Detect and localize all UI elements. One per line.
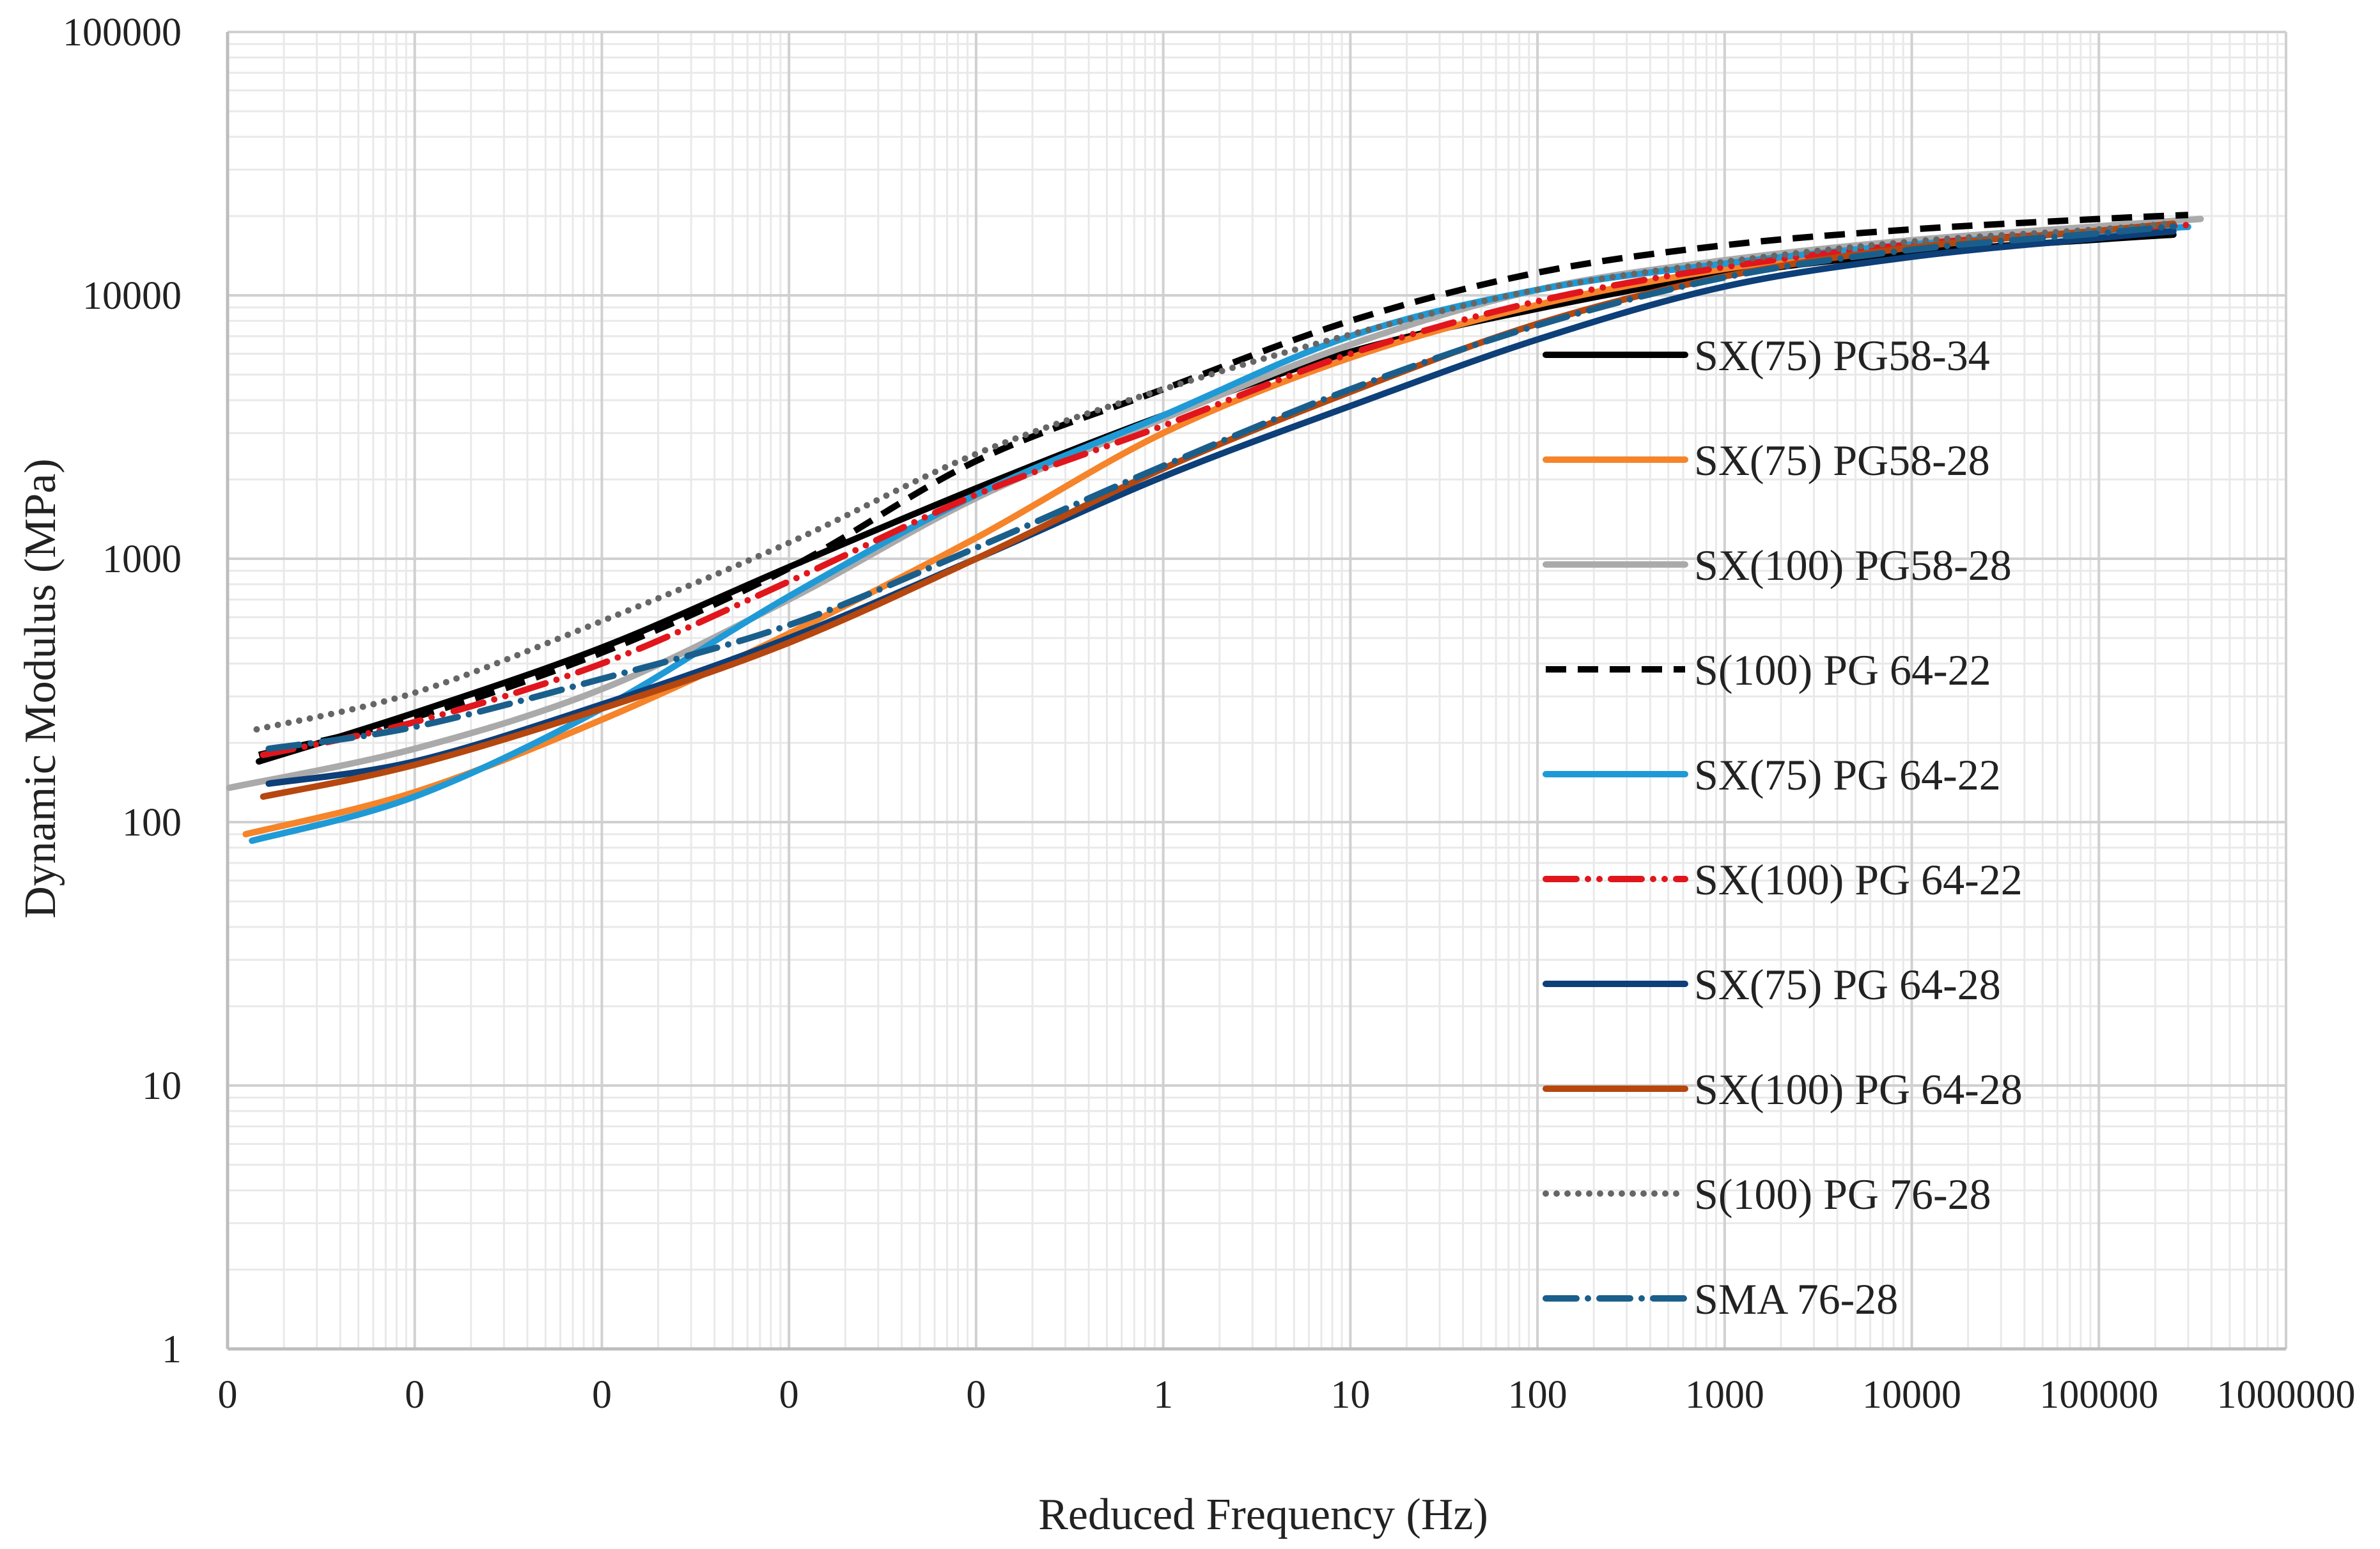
legend-label-10: SMA 76-28 [1694,1275,1898,1323]
series-line-7 [265,228,2177,787]
x-tick-label: 10000 [1862,1373,1961,1417]
x-tick-label: 0 [592,1373,612,1417]
tick-labels: 0 0 0 0 0 1 10 100 1000 10000 100000 10000001101001… [63,11,2356,1417]
series-layer [226,212,2204,845]
legend: SX(75) PG58-34 SX(75) PG58-28 SX(100) PG58… [1543,331,2023,1323]
x-tick-label: 100000 [2039,1373,2158,1417]
x-tick-label: 1000 [1685,1373,1764,1417]
legend-label-1: SX(75) PG58-34 [1694,331,1990,380]
x-tick-label: 10 [1330,1373,1370,1417]
series-line-10 [265,222,2177,752]
x-axis-title: Reduced Frequency (Hz) [1038,1490,1488,1539]
legend-label-4: S(100) PG 64-22 [1694,646,1991,694]
x-tick-label: 100 [1508,1373,1567,1417]
legend-label-2: SX(75) PG58-28 [1694,436,1990,485]
y-tick-label: 1000 [102,538,182,581]
y-tick-label: 100 [122,801,182,845]
y-tick-label: 100000 [63,11,182,54]
legend-label-3: SX(100) PG58-28 [1694,541,2012,589]
grid-minor [228,32,2286,1349]
x-tick-label: 1 [1153,1373,1173,1417]
y-tick-label: 1 [162,1328,182,1371]
series-line-3 [226,215,2204,791]
legend-label-6: SX(100) PG 64-22 [1694,855,2023,904]
legend-label-9: S(100) PG 76-28 [1694,1170,1991,1218]
axes [226,32,2286,1351]
y-axis-title: Dynamic Modulus (MPa) [16,458,65,918]
series-line-6 [260,221,2191,758]
y-tick-label: 10 [142,1064,182,1108]
x-tick-label: 1000000 [2217,1373,2356,1417]
legend-label-7: SX(75) PG 64-28 [1694,960,2001,1009]
legend-label-5: SX(75) PG 64-22 [1694,751,2001,799]
x-tick-label: 0 [966,1373,986,1417]
x-tick-label: 0 [218,1373,238,1417]
legend-label-8: SX(100) PG 64-28 [1694,1065,2023,1114]
x-tick-label: 0 [779,1373,799,1417]
y-tick-label: 10000 [82,274,182,318]
series-line-4 [258,212,2189,758]
x-tick-label: 0 [405,1373,424,1417]
